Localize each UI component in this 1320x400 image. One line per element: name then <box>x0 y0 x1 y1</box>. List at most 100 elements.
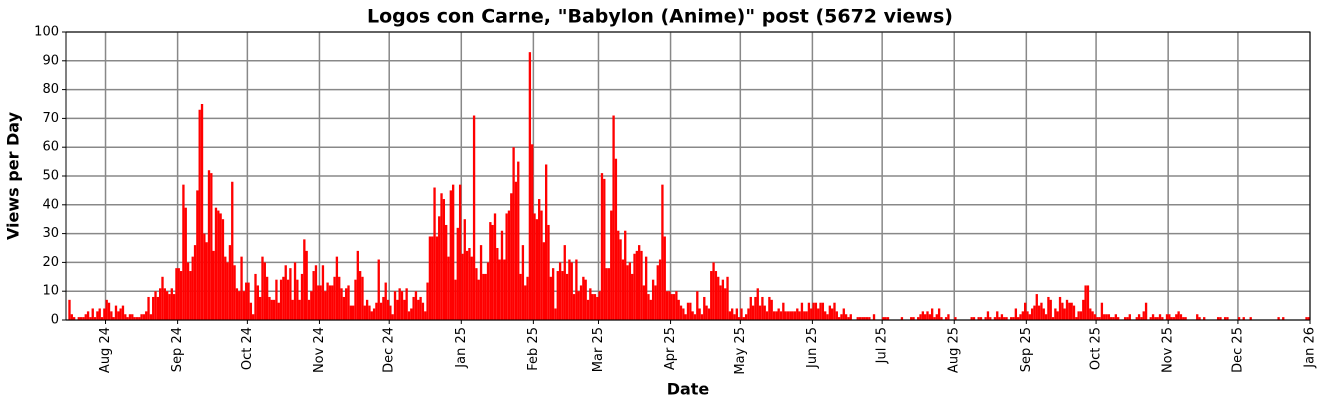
bar <box>954 317 957 320</box>
bar <box>1033 305 1036 320</box>
bar <box>661 184 664 320</box>
bar <box>833 302 836 320</box>
bar <box>663 236 666 320</box>
bar <box>328 285 332 320</box>
bar <box>252 314 255 320</box>
bar <box>1063 308 1066 320</box>
bar <box>837 317 841 320</box>
bar <box>770 299 773 320</box>
bar <box>633 253 636 320</box>
bar <box>205 242 208 320</box>
bar <box>345 288 348 320</box>
bar <box>426 282 429 320</box>
bar <box>675 291 678 320</box>
x-tick-label: Jun 25 <box>805 327 820 369</box>
x-tick-label: Aug 25 <box>947 327 962 373</box>
bar <box>1072 305 1076 320</box>
bar <box>284 265 287 320</box>
bar <box>677 299 680 320</box>
bar <box>305 250 308 320</box>
bar <box>621 259 625 320</box>
bar <box>263 262 266 320</box>
bar <box>568 259 571 320</box>
bar <box>400 291 404 320</box>
bar <box>810 308 813 320</box>
bar <box>1082 299 1085 320</box>
bar <box>900 317 904 320</box>
bar <box>819 302 822 320</box>
bar <box>1105 314 1108 320</box>
bar <box>719 285 722 320</box>
bar <box>463 219 466 320</box>
bar <box>156 296 160 320</box>
bar <box>735 308 738 320</box>
bar <box>1037 305 1041 320</box>
bar <box>807 302 811 320</box>
bar <box>603 178 606 320</box>
bar <box>1182 317 1185 320</box>
bar <box>712 262 715 320</box>
bars <box>68 52 1310 321</box>
bar <box>500 230 504 320</box>
bar <box>598 291 601 320</box>
bar <box>1030 308 1034 320</box>
bar <box>670 294 673 320</box>
bar <box>524 285 527 320</box>
bar <box>533 213 536 320</box>
bar <box>289 268 292 320</box>
bar <box>286 279 290 320</box>
bar <box>556 271 559 320</box>
bar <box>321 265 325 320</box>
x-tick-label: Sep 25 <box>1019 327 1034 372</box>
bar <box>407 311 411 320</box>
bar <box>131 314 134 320</box>
bar <box>254 273 257 320</box>
bar <box>177 268 180 320</box>
bar <box>1005 317 1008 320</box>
bar <box>1077 311 1080 320</box>
bar <box>1117 317 1120 320</box>
bar <box>440 193 443 320</box>
bar <box>1307 317 1310 320</box>
bar <box>335 256 339 320</box>
bar <box>684 314 687 320</box>
bar <box>1035 294 1038 320</box>
bar <box>375 302 378 320</box>
bar <box>1242 317 1245 320</box>
bar <box>744 314 748 320</box>
bar <box>100 317 104 320</box>
bar <box>521 245 525 320</box>
bar <box>993 317 997 320</box>
x-tick-label: Nov 25 <box>1161 327 1176 373</box>
bar <box>886 317 890 320</box>
bar <box>563 245 566 320</box>
bar <box>119 308 122 320</box>
bar <box>217 210 220 320</box>
bar <box>424 311 427 320</box>
bar <box>352 305 355 320</box>
bar <box>479 245 483 320</box>
bar <box>805 311 808 320</box>
bar <box>747 308 750 320</box>
bar <box>544 164 548 320</box>
bar <box>107 302 111 320</box>
bar <box>970 317 973 320</box>
bar <box>240 256 243 320</box>
bar <box>928 314 931 320</box>
bar <box>635 250 639 320</box>
bar <box>782 302 785 320</box>
bar <box>658 259 662 320</box>
bar <box>742 317 745 320</box>
bar <box>791 311 794 320</box>
bar <box>482 273 485 320</box>
bar <box>414 291 418 320</box>
bar <box>1044 314 1048 320</box>
bar <box>210 173 213 320</box>
bar <box>340 288 343 320</box>
bar <box>451 184 455 320</box>
bar <box>403 299 406 320</box>
bar <box>389 305 392 320</box>
bar <box>751 305 755 320</box>
bar <box>989 317 992 320</box>
